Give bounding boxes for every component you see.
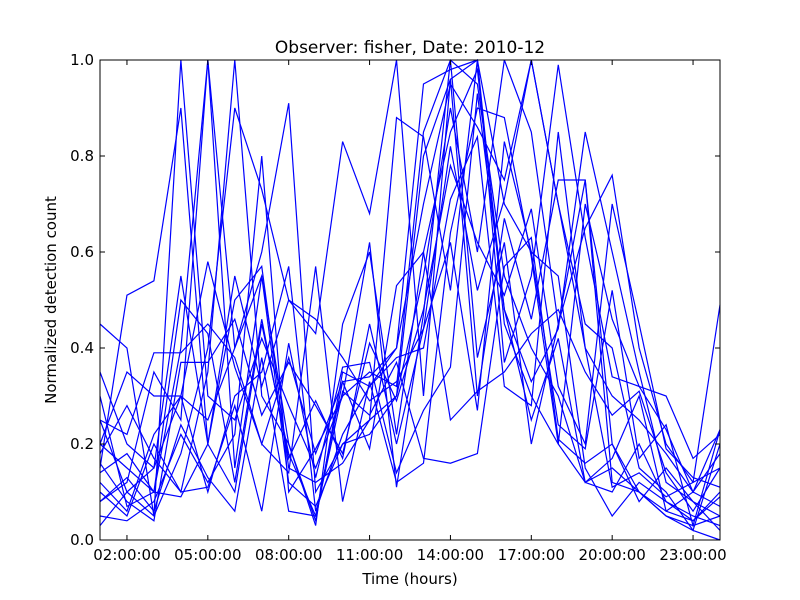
- series-line-3: [99, 58, 721, 522]
- series-layer: [99, 58, 721, 541]
- series-line-15: [99, 236, 721, 531]
- series-line-17: [99, 163, 721, 522]
- x-tick-label-5: 14:00:00: [417, 546, 484, 564]
- series-line-16: [99, 93, 721, 522]
- x-tick-label-2: 05:00:00: [174, 546, 241, 564]
- x-tick-label-7: 20:00:00: [578, 546, 645, 564]
- tick-layer: 02:00:00 05:00:00 08:00:00 11:00:00 14:00:00…: [70, 51, 727, 564]
- y-tick-label-4: 0.6: [70, 243, 94, 261]
- series-line-7: [99, 59, 721, 526]
- y-tick-label-5: 0.8: [70, 147, 94, 165]
- series-line-4: [99, 59, 721, 532]
- series-line-9: [99, 59, 721, 526]
- plot-frame: [99, 59, 721, 541]
- y-axis-label: Normalized detection count: [42, 196, 60, 404]
- x-tick-label-8: 23:00:00: [659, 546, 726, 564]
- x-tick-label-3: 08:00:00: [255, 546, 322, 564]
- x-axis-label: Time (hours): [361, 570, 457, 588]
- series-line-10: [99, 131, 721, 513]
- x-tick-label-1: 02:00:00: [93, 546, 160, 564]
- series-line-8: [99, 59, 721, 522]
- series-line-2: [99, 59, 721, 541]
- y-tick-label-3: 0.4: [70, 339, 94, 357]
- series-line-12: [99, 107, 721, 507]
- y-tick-label-6: 1.0: [70, 51, 94, 69]
- x-tick-label-6: 17:00:00: [498, 546, 565, 564]
- y-tick-label-1: 0.0: [70, 531, 94, 549]
- series-line-11: [99, 59, 721, 512]
- chart-title: Observer: fisher, Date: 2010-12: [275, 38, 545, 58]
- y-tick-label-2: 0.2: [70, 435, 94, 453]
- series-line-14: [99, 141, 721, 528]
- x-tick-label-4: 11:00:00: [336, 546, 403, 564]
